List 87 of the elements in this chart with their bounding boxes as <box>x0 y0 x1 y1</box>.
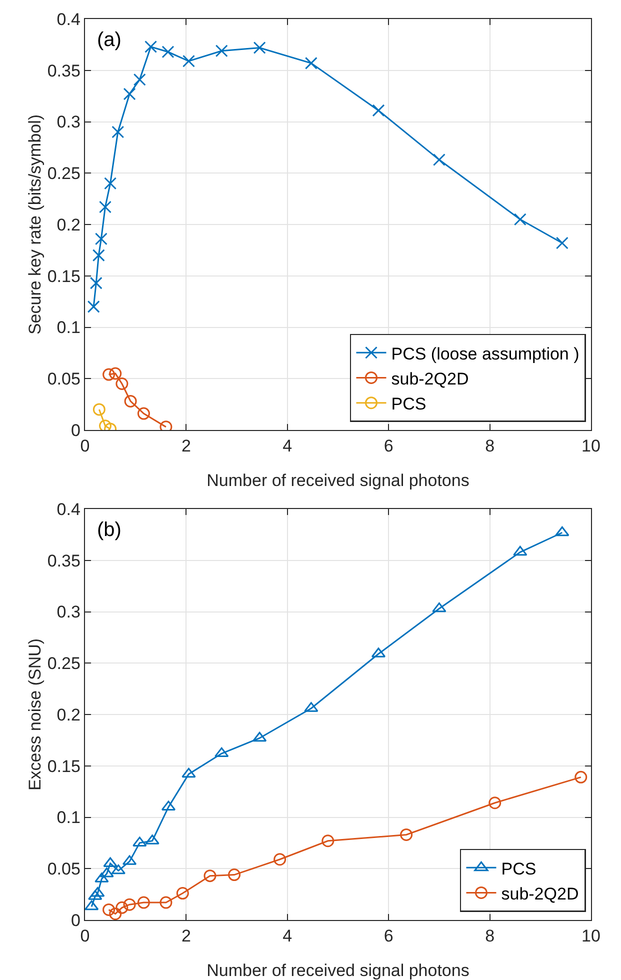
legend-label: sub-2Q2D <box>391 369 469 388</box>
point <box>98 420 112 430</box>
point <box>176 887 189 900</box>
point <box>109 908 122 920</box>
point <box>182 54 195 68</box>
point <box>514 213 526 226</box>
point <box>400 828 413 841</box>
legend-label: sub-2Q2D <box>501 884 579 904</box>
point <box>162 46 174 58</box>
y-tick-label: 0.25 <box>47 654 80 674</box>
y-tick-label: 0.35 <box>47 61 80 80</box>
legend-label: PCS <box>391 394 426 414</box>
point <box>111 864 126 874</box>
point <box>574 770 588 784</box>
point <box>432 154 446 166</box>
annotation: (b) <box>97 519 122 541</box>
point <box>133 73 146 86</box>
point <box>98 200 112 214</box>
legend-label: PCS (loose assumption ) <box>391 344 580 364</box>
y-tick-label: 0.15 <box>47 266 80 286</box>
point <box>144 40 158 53</box>
point <box>322 834 334 848</box>
x-tick-label: 2 <box>181 926 191 946</box>
point <box>123 88 136 100</box>
point <box>104 177 117 190</box>
x-tick-label: 4 <box>282 436 292 456</box>
y-tick-label: 0.1 <box>56 808 80 828</box>
point <box>85 900 99 910</box>
point <box>513 546 528 556</box>
point <box>102 368 116 381</box>
point <box>182 768 196 778</box>
point <box>214 747 229 758</box>
point <box>372 104 385 117</box>
point <box>116 378 128 390</box>
y-axis-title: Excess noise (SNU) <box>26 638 45 791</box>
y-tick-label: 0.4 <box>56 10 80 29</box>
x-tick-label: 8 <box>485 926 495 946</box>
y-tick-label: 0.3 <box>56 602 80 622</box>
point <box>112 126 124 138</box>
y-tick-label: 0.4 <box>56 500 80 519</box>
y-tick-label: 0.1 <box>56 318 80 338</box>
point <box>92 249 105 262</box>
x-tick-label: 6 <box>384 436 394 456</box>
point <box>204 870 216 882</box>
point <box>94 232 108 246</box>
y-tick-label: 0.35 <box>47 551 80 570</box>
point <box>92 403 106 416</box>
point <box>488 796 502 810</box>
y-tick-label: 0.2 <box>56 705 80 724</box>
point <box>215 44 228 58</box>
point <box>160 896 172 909</box>
y-tick-label: 0.3 <box>56 112 80 132</box>
point <box>556 236 568 250</box>
y-tick-label: 0.15 <box>47 756 80 776</box>
y-axis-title: Secure key rate (bits/symbol) <box>26 114 45 335</box>
point <box>228 868 241 882</box>
point <box>124 394 137 408</box>
x-tick-label: 6 <box>384 926 394 946</box>
annotation: (a) <box>97 29 122 51</box>
y-tick-label: 0 <box>70 420 80 440</box>
point <box>109 367 122 380</box>
x-tick-label: 2 <box>181 436 191 456</box>
x-tick-label: 10 <box>582 436 600 456</box>
y-tick-label: 0.2 <box>56 215 80 234</box>
y-tick-label: 0 <box>70 910 80 930</box>
legend-label: PCS <box>501 859 536 878</box>
point <box>90 276 102 290</box>
point <box>432 602 446 612</box>
y-tick-label: 0.25 <box>47 164 80 184</box>
point <box>274 853 286 866</box>
point <box>137 896 150 909</box>
point <box>253 42 266 54</box>
x-tick-label: 10 <box>582 926 600 946</box>
point <box>252 732 267 742</box>
point <box>87 300 100 313</box>
y-tick-label: 0.05 <box>47 860 80 879</box>
point <box>555 526 570 536</box>
point <box>304 56 318 70</box>
point <box>137 407 150 420</box>
x-axis-title: Number of received signal photons <box>206 961 470 980</box>
x-axis-title: Number of received signal photons <box>206 471 470 490</box>
point <box>116 901 128 914</box>
y-tick-label: 0.05 <box>47 370 80 389</box>
x-tick-label: 8 <box>485 436 495 456</box>
point <box>123 898 136 911</box>
point <box>102 903 116 916</box>
x-tick-label: 4 <box>282 926 292 946</box>
